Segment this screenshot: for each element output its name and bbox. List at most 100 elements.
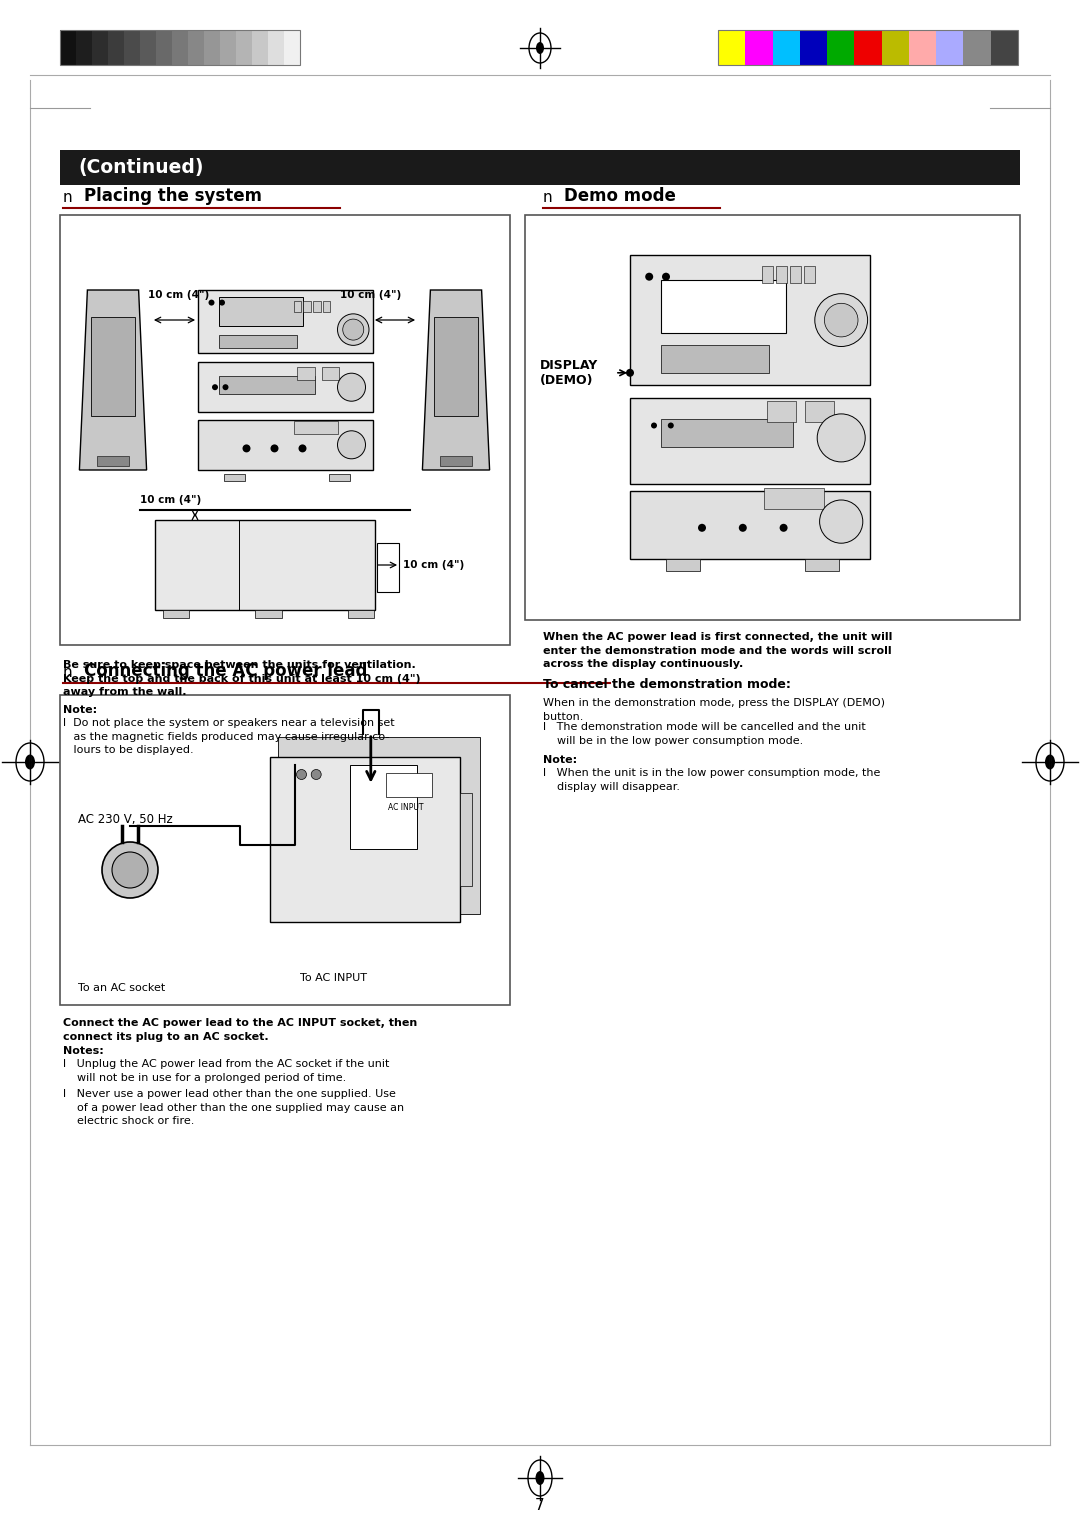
Bar bbox=[188, 30, 204, 66]
Bar bbox=[108, 30, 124, 66]
Text: To AC INPUT: To AC INPUT bbox=[300, 973, 367, 984]
Bar bbox=[827, 30, 854, 66]
Bar bbox=[224, 474, 245, 480]
Circle shape bbox=[337, 314, 369, 345]
Text: Connect the AC power lead to the AC INPUT socket, then
connect its plug to an AC: Connect the AC power lead to the AC INPU… bbox=[63, 1019, 417, 1042]
Bar bbox=[60, 695, 510, 1005]
Circle shape bbox=[626, 369, 634, 377]
Circle shape bbox=[698, 523, 706, 532]
Bar bbox=[163, 610, 189, 618]
Bar bbox=[237, 30, 252, 66]
Bar bbox=[789, 265, 801, 284]
Circle shape bbox=[219, 299, 225, 305]
Text: n: n bbox=[543, 191, 553, 204]
Bar bbox=[278, 737, 480, 913]
Circle shape bbox=[208, 299, 215, 305]
Ellipse shape bbox=[536, 43, 544, 53]
Circle shape bbox=[651, 422, 657, 429]
Circle shape bbox=[222, 384, 229, 390]
Ellipse shape bbox=[25, 755, 35, 770]
Bar bbox=[198, 290, 373, 352]
Ellipse shape bbox=[1045, 755, 1055, 770]
Bar bbox=[775, 265, 787, 284]
Bar bbox=[218, 336, 297, 348]
Bar bbox=[800, 30, 827, 66]
Bar bbox=[198, 361, 373, 412]
Bar bbox=[313, 300, 321, 311]
Text: n: n bbox=[63, 665, 72, 680]
Text: DISPLAY
(DEMO): DISPLAY (DEMO) bbox=[540, 358, 598, 387]
Ellipse shape bbox=[536, 1472, 544, 1485]
Bar bbox=[124, 30, 140, 66]
Bar bbox=[936, 30, 963, 66]
Circle shape bbox=[243, 444, 251, 453]
Bar bbox=[804, 265, 815, 284]
Bar bbox=[666, 558, 700, 572]
Bar bbox=[60, 149, 1020, 185]
Text: Notes:: Notes: bbox=[63, 1046, 104, 1055]
Bar bbox=[76, 30, 92, 66]
Bar bbox=[297, 368, 314, 380]
Text: When the AC power lead is first connected, the unit will
enter the demonstration: When the AC power lead is first connecte… bbox=[543, 631, 892, 669]
Bar bbox=[303, 300, 311, 311]
Bar bbox=[92, 30, 108, 66]
Text: l   The demonstration mode will be cancelled and the unit
    will be in the low: l The demonstration mode will be cancell… bbox=[543, 721, 866, 746]
Bar bbox=[255, 610, 282, 618]
Circle shape bbox=[814, 294, 867, 346]
Bar bbox=[284, 30, 300, 66]
Bar bbox=[218, 297, 302, 326]
Bar bbox=[140, 30, 156, 66]
Text: Be sure to keep space between the units for ventilation.
Keep the top and the ba: Be sure to keep space between the units … bbox=[63, 660, 420, 697]
Circle shape bbox=[342, 319, 364, 340]
Text: l   Unplug the AC power lead from the AC socket if the unit
    will not be in u: l Unplug the AC power lead from the AC s… bbox=[63, 1058, 390, 1083]
Text: 10 cm (4"): 10 cm (4") bbox=[148, 290, 210, 300]
Circle shape bbox=[662, 273, 670, 281]
Bar bbox=[60, 30, 76, 66]
Circle shape bbox=[820, 500, 863, 543]
Text: 7: 7 bbox=[536, 1498, 544, 1513]
Bar bbox=[718, 30, 1018, 66]
Bar bbox=[909, 30, 936, 66]
Bar bbox=[270, 756, 460, 923]
Bar bbox=[294, 300, 301, 311]
Bar bbox=[350, 766, 417, 848]
Bar bbox=[767, 401, 796, 422]
Bar bbox=[294, 421, 337, 435]
Circle shape bbox=[298, 444, 307, 453]
Circle shape bbox=[824, 303, 858, 337]
Text: 10 cm (4"): 10 cm (4") bbox=[403, 560, 464, 570]
Bar bbox=[252, 30, 268, 66]
Bar bbox=[323, 300, 330, 311]
Bar bbox=[661, 345, 769, 372]
Bar bbox=[440, 456, 472, 467]
Circle shape bbox=[337, 430, 365, 459]
Text: 10 cm (4"): 10 cm (4") bbox=[340, 290, 402, 300]
Bar bbox=[97, 456, 129, 467]
Bar bbox=[661, 419, 793, 447]
Bar bbox=[630, 491, 870, 558]
Text: 10 cm (4"): 10 cm (4") bbox=[140, 496, 201, 505]
Text: AC 230 V, 50 Hz: AC 230 V, 50 Hz bbox=[78, 813, 173, 827]
Bar bbox=[718, 30, 745, 66]
Bar bbox=[220, 30, 237, 66]
Circle shape bbox=[112, 852, 148, 888]
Polygon shape bbox=[80, 290, 147, 470]
Bar bbox=[156, 30, 172, 66]
Bar bbox=[762, 265, 773, 284]
Bar bbox=[60, 215, 510, 645]
Text: l  Do not place the system or speakers near a television set
   as the magnetic : l Do not place the system or speakers ne… bbox=[63, 718, 394, 755]
Circle shape bbox=[818, 413, 865, 462]
Circle shape bbox=[311, 770, 321, 779]
Bar bbox=[806, 558, 839, 572]
Text: Note:: Note: bbox=[543, 755, 577, 766]
Bar bbox=[218, 377, 314, 395]
Bar bbox=[386, 773, 432, 796]
Text: When in the demonstration mode, press the DISPLAY (DEMO)
button.: When in the demonstration mode, press th… bbox=[543, 698, 885, 721]
Bar bbox=[765, 488, 824, 509]
Bar bbox=[745, 30, 772, 66]
Bar bbox=[60, 30, 300, 66]
Bar bbox=[204, 30, 220, 66]
Text: l   Never use a power lead other than the one supplied. Use
    of a power lead : l Never use a power lead other than the … bbox=[63, 1089, 404, 1125]
Bar bbox=[630, 398, 870, 485]
Circle shape bbox=[102, 842, 158, 898]
